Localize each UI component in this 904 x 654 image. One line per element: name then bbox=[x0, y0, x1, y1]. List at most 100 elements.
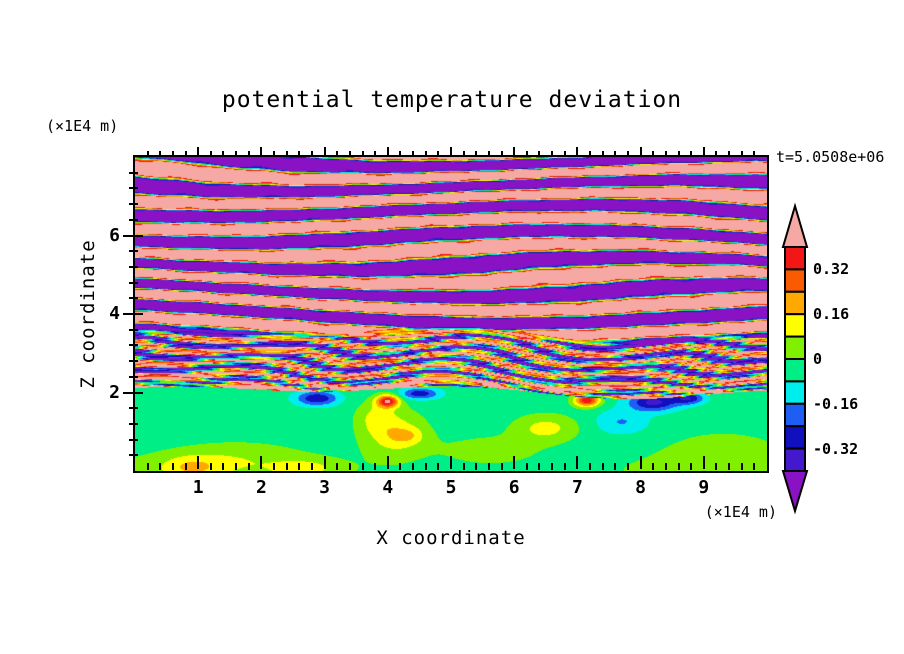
colorbar-segment bbox=[784, 425, 806, 450]
x-major-tick-bottom bbox=[323, 456, 326, 469]
y-minor-tick-left bbox=[129, 297, 138, 300]
x-minor-tick-top bbox=[399, 151, 402, 157]
x-minor-tick-top bbox=[626, 151, 629, 157]
y-minor-tick-left bbox=[129, 218, 138, 221]
x-minor-tick-top bbox=[146, 151, 149, 157]
x-minor-tick-bottom bbox=[551, 463, 554, 470]
x-minor-tick-bottom bbox=[538, 463, 541, 470]
x-major-tick-top bbox=[386, 147, 389, 157]
y-tick-label: 2 bbox=[109, 381, 120, 403]
x-minor-tick-bottom bbox=[222, 463, 225, 470]
x-minor-tick-top bbox=[285, 151, 288, 157]
x-minor-tick-bottom bbox=[235, 463, 238, 470]
x-minor-tick-top bbox=[652, 151, 655, 157]
x-minor-tick-bottom bbox=[487, 463, 490, 470]
x-minor-tick-top bbox=[462, 151, 465, 157]
colorbar-segment bbox=[784, 335, 806, 361]
x-minor-tick-top bbox=[614, 151, 617, 157]
y-minor-tick-left bbox=[129, 171, 138, 174]
x-minor-tick-bottom bbox=[740, 463, 743, 470]
x-minor-tick-bottom bbox=[348, 463, 351, 470]
x-minor-tick-bottom bbox=[159, 463, 162, 470]
y-tick-label: 6 bbox=[109, 224, 120, 246]
x-minor-tick-top bbox=[374, 151, 377, 157]
x-minor-tick-top bbox=[336, 151, 339, 157]
colorbar-label: 0 bbox=[813, 350, 823, 368]
x-minor-tick-top bbox=[273, 151, 276, 157]
y-tick-label: 4 bbox=[109, 303, 120, 324]
x-minor-tick-top bbox=[589, 151, 592, 157]
y-minor-tick-left bbox=[129, 438, 138, 441]
y-minor-tick-left bbox=[129, 281, 138, 284]
y-minor-tick-left bbox=[129, 407, 138, 410]
y-minor-tick-left bbox=[129, 454, 138, 457]
x-minor-tick-bottom bbox=[336, 463, 339, 470]
x-minor-tick-top bbox=[753, 151, 756, 157]
x-minor-tick-top bbox=[487, 151, 490, 157]
x-minor-tick-bottom bbox=[652, 463, 655, 470]
y-axis-title: Z coordinate bbox=[77, 239, 99, 389]
colorbar-segment bbox=[784, 358, 806, 383]
y-minor-tick-left bbox=[129, 203, 138, 206]
x-minor-tick-bottom bbox=[753, 463, 756, 470]
plot-frame bbox=[133, 155, 769, 473]
x-minor-tick-top bbox=[348, 151, 351, 157]
x-minor-tick-top bbox=[525, 151, 528, 157]
x-tick-label: 1 bbox=[192, 477, 204, 498]
x-tick-label: 6 bbox=[508, 477, 520, 498]
colorbar-label: 0.16 bbox=[813, 305, 850, 324]
contour-field-canvas bbox=[135, 157, 767, 471]
plot-title: potential temperature deviation bbox=[221, 87, 683, 113]
x-major-tick-top bbox=[450, 147, 452, 157]
x-minor-tick-top bbox=[412, 151, 415, 157]
colorbar-segment bbox=[784, 246, 806, 271]
x-tick-label: 7 bbox=[571, 477, 583, 498]
x-minor-tick-top bbox=[601, 151, 604, 157]
x-minor-tick-top bbox=[298, 151, 301, 157]
x-minor-tick-top bbox=[159, 151, 162, 157]
y-minor-tick-left bbox=[129, 422, 138, 425]
y-minor-tick-left bbox=[129, 265, 138, 268]
colorbar-segment bbox=[784, 313, 806, 338]
x-tick-label: 3 bbox=[319, 477, 331, 498]
x-tick-label: 9 bbox=[698, 477, 710, 498]
x-minor-tick-bottom bbox=[310, 463, 313, 470]
x-minor-tick-top bbox=[171, 151, 174, 157]
x-major-tick-top bbox=[513, 147, 516, 157]
x-minor-tick-bottom bbox=[399, 463, 402, 470]
x-major-tick-top bbox=[702, 147, 705, 157]
y-major-tick-left bbox=[123, 234, 143, 237]
x-minor-tick-top bbox=[235, 151, 238, 157]
x-minor-tick-top bbox=[475, 151, 478, 157]
x-major-tick-top bbox=[639, 147, 642, 157]
x-minor-tick-bottom bbox=[361, 463, 364, 470]
x-major-tick-top bbox=[197, 147, 200, 157]
x-minor-tick-top bbox=[424, 151, 427, 157]
x-minor-tick-top bbox=[677, 151, 680, 157]
x-minor-tick-bottom bbox=[146, 463, 149, 470]
x-tick-label: 5 bbox=[445, 477, 457, 498]
x-minor-tick-bottom bbox=[475, 463, 478, 470]
x-minor-tick-top bbox=[361, 151, 364, 157]
x-minor-tick-top bbox=[664, 151, 667, 157]
x-minor-tick-bottom bbox=[589, 463, 592, 470]
x-major-tick-bottom bbox=[576, 456, 579, 469]
x-minor-tick-top bbox=[222, 151, 225, 157]
x-axis-title: X coordinate bbox=[376, 527, 526, 549]
x-minor-tick-top bbox=[563, 151, 566, 157]
x-minor-tick-bottom bbox=[525, 463, 528, 470]
x-minor-tick-bottom bbox=[412, 463, 415, 470]
x-axis-unit: (×1E4 m) bbox=[704, 503, 777, 521]
x-minor-tick-top bbox=[551, 151, 554, 157]
colorbar-segment bbox=[784, 268, 806, 293]
x-major-tick-bottom bbox=[639, 456, 642, 469]
x-tick-label: 8 bbox=[635, 477, 647, 498]
x-minor-tick-top bbox=[740, 151, 743, 157]
timestamp: t=5.0508e+06 bbox=[776, 148, 885, 166]
x-minor-tick-bottom bbox=[437, 463, 440, 470]
x-tick-label: 4 bbox=[382, 477, 394, 498]
colorbar-bottom-arrow bbox=[781, 470, 809, 515]
x-minor-tick-bottom bbox=[626, 463, 629, 470]
x-minor-tick-top bbox=[184, 151, 187, 157]
x-minor-tick-top bbox=[209, 151, 212, 157]
